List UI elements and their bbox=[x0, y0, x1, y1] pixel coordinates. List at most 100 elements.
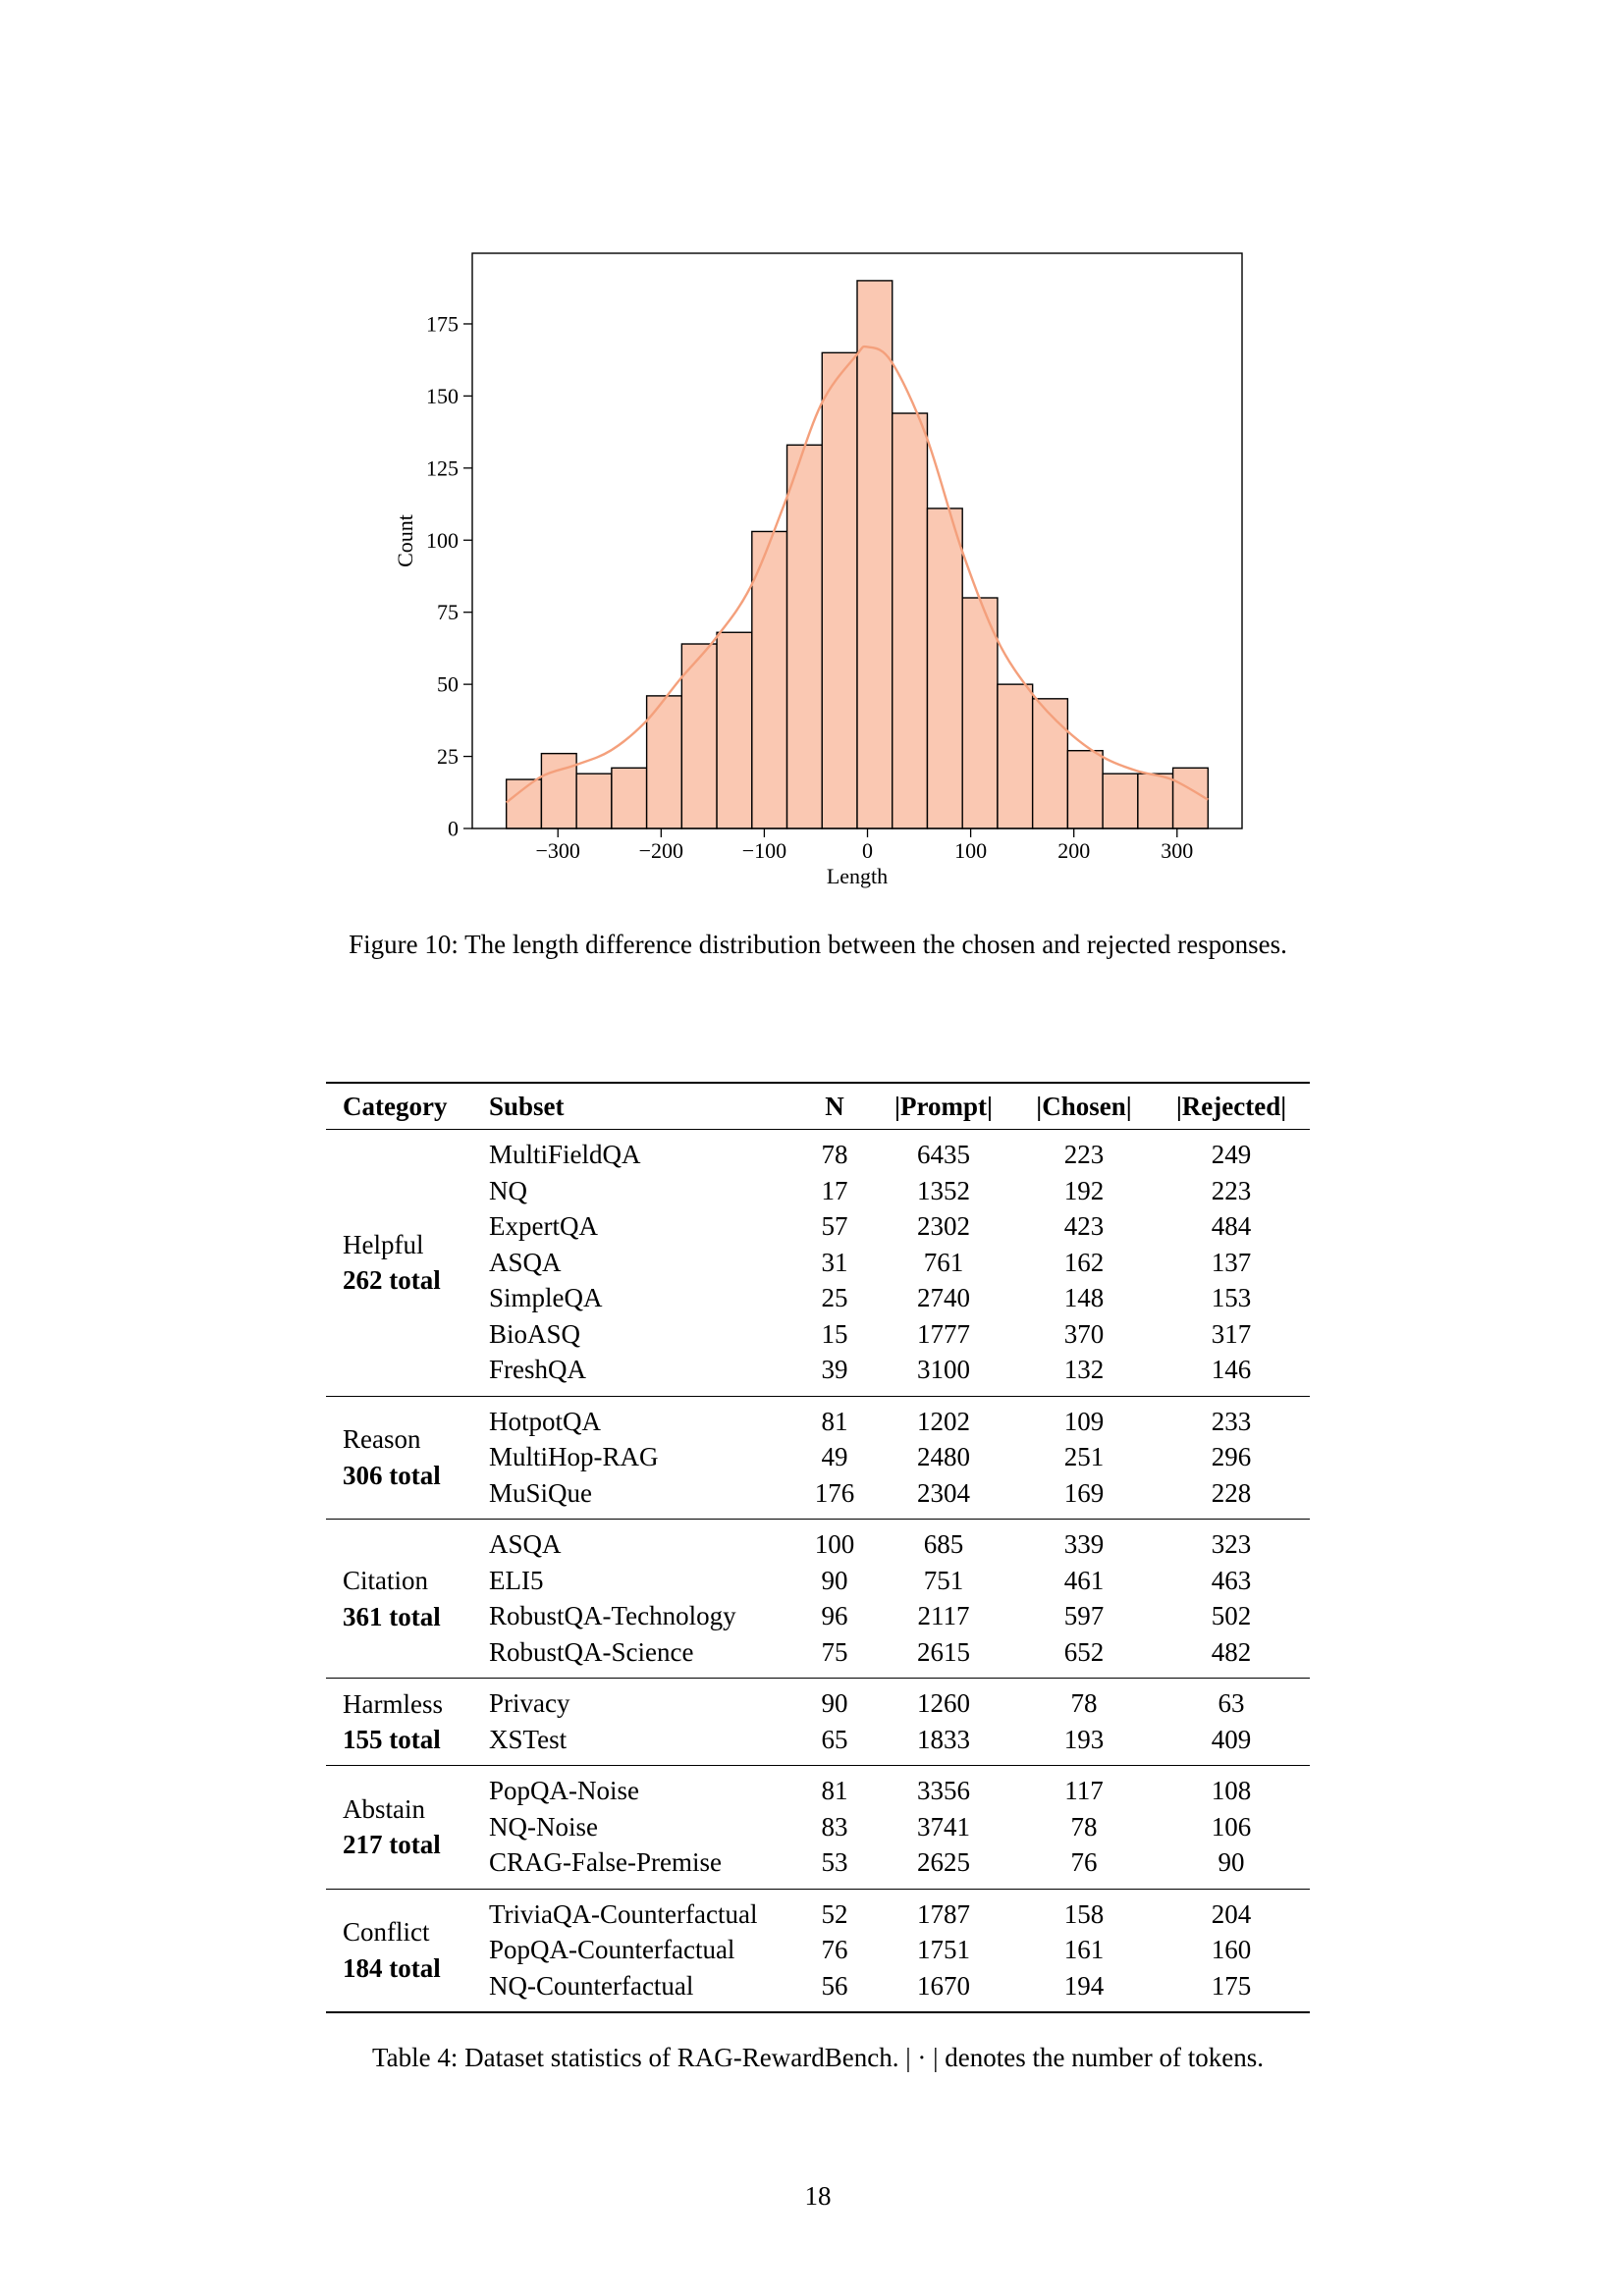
histogram-bar bbox=[1171, 767, 1210, 829]
prompt-cell: 1777 bbox=[917, 1318, 970, 1349]
category-total: 184 total bbox=[343, 1952, 441, 1983]
rejected-cell: 90 bbox=[1218, 1847, 1245, 1877]
y-tick-label: 25 bbox=[437, 744, 459, 769]
table-row: NQ-Counterfactual 56 1670 194 175 bbox=[326, 1968, 1310, 2012]
table-row: XSTest 65 1833 193 409 bbox=[326, 1722, 1310, 1766]
rejected-cell: 463 bbox=[1211, 1565, 1252, 1595]
header-subset: Subset bbox=[489, 1092, 565, 1121]
y-tick-label: 100 bbox=[426, 528, 459, 553]
category-name: Helpful bbox=[343, 1229, 424, 1259]
rejected-cell: 153 bbox=[1211, 1283, 1252, 1312]
n-cell: 25 bbox=[821, 1283, 848, 1312]
prompt-cell: 1670 bbox=[917, 1970, 970, 2001]
n-cell: 81 bbox=[821, 1406, 848, 1436]
category-total: 361 total bbox=[343, 1601, 441, 1631]
chosen-cell: 158 bbox=[1063, 1898, 1105, 1929]
histogram-bar bbox=[1137, 773, 1174, 829]
n-cell: 15 bbox=[821, 1318, 848, 1349]
table-row: MuSiQue 176 2304 169 228 bbox=[326, 1475, 1310, 1520]
subset-cell: ASQA bbox=[489, 1247, 562, 1277]
prompt-cell: 2625 bbox=[917, 1847, 970, 1877]
chosen-cell: 251 bbox=[1063, 1442, 1105, 1471]
n-cell: 53 bbox=[821, 1847, 848, 1877]
category-cell: Citation 361 total bbox=[326, 1520, 483, 1679]
table-row: FreshQA 39 3100 132 146 bbox=[326, 1352, 1310, 1396]
prompt-cell: 3356 bbox=[917, 1776, 970, 1805]
rejected-cell: 323 bbox=[1211, 1529, 1252, 1559]
header-category: Category bbox=[343, 1092, 448, 1121]
table-row: NQ-Noise 83 3741 78 106 bbox=[326, 1809, 1310, 1845]
subset-cell: NQ bbox=[489, 1175, 527, 1205]
x-tick-label: −200 bbox=[639, 838, 683, 863]
header-row: Category Subset N |Prompt| |Chosen| |Rej… bbox=[326, 1083, 1310, 1130]
y-tick-label: 150 bbox=[426, 384, 459, 408]
chosen-cell: 370 bbox=[1063, 1318, 1105, 1349]
table-group: Citation 361 total ASQA 100 685 339 323 ELI5 90 7… bbox=[326, 1519, 1310, 1679]
subset-cell: HotpotQA bbox=[489, 1406, 601, 1436]
histogram-bar bbox=[611, 767, 648, 829]
subset-cell: ELI5 bbox=[489, 1565, 544, 1595]
rejected-cell: 63 bbox=[1218, 1688, 1245, 1718]
y-tick-label: 50 bbox=[437, 672, 459, 697]
rejected-cell: 502 bbox=[1211, 1601, 1252, 1630]
n-cell: 65 bbox=[821, 1724, 848, 1754]
dataset-statistics-table: Category Subset N |Prompt| |Chosen| |Rej… bbox=[326, 1082, 1310, 2013]
n-cell: 56 bbox=[821, 1970, 848, 2001]
category-cell: Conflict 184 total bbox=[326, 1889, 483, 2012]
histogram-bar bbox=[575, 773, 613, 829]
prompt-cell: 1751 bbox=[917, 1935, 970, 1964]
kde-curve bbox=[505, 345, 1209, 804]
chosen-cell: 162 bbox=[1063, 1247, 1105, 1277]
chosen-cell: 109 bbox=[1063, 1406, 1105, 1436]
table-group: Helpful 262 total MultiFieldQA 78 6435 223 249… bbox=[326, 1130, 1310, 1397]
chosen-cell: 169 bbox=[1063, 1477, 1105, 1508]
histogram-bar bbox=[821, 351, 858, 829]
table-row: ExpertQA 57 2302 423 484 bbox=[326, 1208, 1310, 1245]
subset-cell: MuSiQue bbox=[489, 1477, 593, 1508]
prompt-cell: 1833 bbox=[917, 1724, 970, 1754]
table-row: ASQA 31 761 162 137 bbox=[326, 1245, 1310, 1281]
chosen-cell: 78 bbox=[1070, 1811, 1098, 1842]
chosen-cell: 194 bbox=[1063, 1970, 1105, 2001]
category-name: Abstain bbox=[343, 1793, 425, 1824]
x-tick-label: −100 bbox=[742, 838, 786, 863]
prompt-cell: 2480 bbox=[917, 1442, 970, 1471]
category-name: Harmless bbox=[343, 1688, 443, 1719]
table-row: RobustQA-Technology 96 2117 597 502 bbox=[326, 1598, 1310, 1634]
chosen-cell: 423 bbox=[1063, 1211, 1105, 1241]
n-cell: 57 bbox=[821, 1211, 848, 1241]
chosen-cell: 148 bbox=[1063, 1283, 1105, 1312]
y-tick-label: 125 bbox=[426, 455, 459, 480]
n-cell: 52 bbox=[821, 1898, 848, 1929]
histogram-bar bbox=[645, 695, 683, 829]
n-cell: 90 bbox=[821, 1565, 848, 1595]
prompt-cell: 1352 bbox=[917, 1175, 970, 1205]
category-name: Reason bbox=[343, 1424, 421, 1455]
rejected-cell: 249 bbox=[1211, 1140, 1252, 1169]
table-row: PopQA-Counterfactual 76 1751 161 160 bbox=[326, 1932, 1310, 1968]
table-caption: Table 4: Dataset statistics of RAG-Rewar… bbox=[372, 2043, 1264, 2072]
prompt-cell: 2304 bbox=[917, 1477, 970, 1508]
histogram-bar bbox=[997, 683, 1034, 829]
page-number: 18 bbox=[804, 2181, 832, 2211]
rejected-cell: 317 bbox=[1211, 1318, 1252, 1349]
x-tick-label: −300 bbox=[536, 838, 580, 863]
plot-frame bbox=[471, 252, 1243, 829]
table-group: Reason 306 total HotpotQA 81 1202 109 233 Multi… bbox=[326, 1396, 1310, 1520]
chosen-cell: 132 bbox=[1063, 1355, 1105, 1384]
prompt-cell: 2615 bbox=[917, 1636, 970, 1667]
category-total: 306 total bbox=[343, 1460, 441, 1490]
table-row: RobustQA-Science 75 2615 652 482 bbox=[326, 1634, 1310, 1679]
histogram-bar bbox=[716, 631, 753, 829]
prompt-cell: 761 bbox=[923, 1247, 964, 1277]
header-rejected: |Rejected| bbox=[1175, 1092, 1287, 1121]
histogram-bar bbox=[1102, 773, 1139, 829]
subset-cell: CRAG-False-Premise bbox=[489, 1847, 722, 1877]
prompt-cell: 2117 bbox=[917, 1601, 970, 1630]
subset-cell: RobustQA-Science bbox=[489, 1636, 694, 1667]
table-row: Abstain 217 total PopQA-Noise 81 3356 117 108 bbox=[326, 1765, 1310, 1859]
n-cell: 81 bbox=[821, 1776, 848, 1805]
n-cell: 49 bbox=[821, 1442, 848, 1471]
category-name: Citation bbox=[343, 1566, 428, 1595]
